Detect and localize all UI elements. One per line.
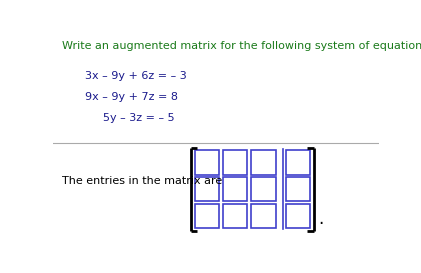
Bar	[251, 177, 276, 201]
Bar	[195, 204, 219, 228]
Text: 9x – 9y + 7z = 8: 9x – 9y + 7z = 8	[85, 92, 178, 102]
Bar	[223, 177, 248, 201]
Bar	[251, 150, 276, 175]
Text: The entries in the matrix are: The entries in the matrix are	[62, 176, 223, 186]
Text: .: .	[318, 210, 323, 229]
Text: Write an augmented matrix for the following system of equations.: Write an augmented matrix for the follow…	[62, 41, 421, 51]
Bar	[195, 177, 219, 201]
Bar	[285, 204, 310, 228]
Bar	[251, 204, 276, 228]
Text: 5y – 3z = – 5: 5y – 3z = – 5	[103, 113, 175, 123]
Bar	[285, 150, 310, 175]
Bar	[285, 177, 310, 201]
Bar	[223, 150, 248, 175]
Bar	[195, 150, 219, 175]
Bar	[223, 204, 248, 228]
Text: 3x – 9y + 6z = – 3: 3x – 9y + 6z = – 3	[85, 71, 187, 81]
